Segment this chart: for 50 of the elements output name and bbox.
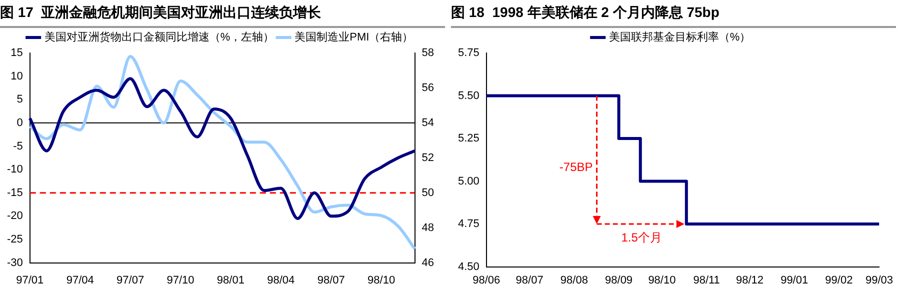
y-tick-label: -10 [6, 164, 23, 176]
y-tick-label: -20 [6, 210, 23, 222]
x-tick-label: 98/06 [472, 274, 500, 286]
y-tick-label: -5 [13, 140, 23, 152]
y2-tick-label: 52 [422, 152, 434, 164]
y2-tick-label: 48 [422, 222, 434, 234]
y-tick-label: 0 [16, 116, 23, 129]
y-tick-label: 5.75 [458, 47, 480, 60]
x-tick-label: 97/04 [66, 274, 94, 286]
x-tick-label: 99/03 [865, 274, 893, 286]
y-tick-label: -25 [6, 234, 23, 246]
y-tick-label: -30 [6, 256, 23, 269]
y-tick-label: -15 [6, 186, 23, 199]
x-tick-label: 98/08 [560, 274, 588, 286]
x-tick-label: 99/01 [780, 274, 808, 286]
x-tick-label: 98/10 [368, 274, 396, 286]
line-series [28, 77, 416, 220]
annotation: -75BP [559, 160, 593, 174]
y2-tick-label: 46 [422, 256, 434, 269]
chart-title: 图 17 亚洲金融危机期间美国对亚洲出口连续负增长 [0, 0, 445, 28]
legend-label: 美国联邦基金目标利率（%） [608, 30, 751, 44]
y-tick-label: 10 [10, 70, 23, 82]
x-tick-label: 98/04 [267, 274, 295, 286]
y-tick-label: 5 [16, 94, 23, 106]
x-tick-label: 97/07 [116, 274, 144, 286]
x-tick-label: 98/07 [516, 274, 544, 286]
y2-tick-label: 58 [422, 47, 434, 60]
y-tick-label: 4.75 [458, 218, 480, 230]
y-tick-label: 5.25 [458, 132, 480, 145]
x-tick-label: 98/07 [317, 274, 345, 286]
y-tick-label: 4.50 [458, 260, 480, 273]
x-tick-label: 99/02 [825, 274, 853, 286]
y-tick-label: 5.50 [458, 90, 480, 102]
x-tick-label: 97/10 [166, 274, 194, 286]
x-tick-label: 98/10 [648, 274, 676, 286]
x-tick-label: 98/11 [693, 274, 720, 286]
y2-tick-label: 50 [422, 186, 434, 199]
x-tick-label: 98/12 [736, 274, 764, 286]
line-series [28, 54, 416, 250]
y-tick-label: 5.00 [458, 175, 480, 188]
x-tick-label: 97/01 [16, 274, 44, 286]
y-tick-label: 15 [10, 47, 23, 60]
legend-label: 美国制造业PMI（右轴） [294, 30, 414, 44]
annotation: 1.5个月 [621, 230, 662, 244]
chart-title: 图 18 1998 年美联储在 2 个月内降息 75bp [451, 0, 896, 28]
legend-label: 美国对亚洲货物出口金额同比增速（%，左轴） [44, 30, 274, 44]
x-tick-label: 98/01 [216, 274, 244, 286]
y2-tick-label: 56 [422, 82, 434, 94]
x-tick-label: 98/09 [605, 274, 633, 286]
y2-tick-label: 54 [422, 116, 434, 129]
